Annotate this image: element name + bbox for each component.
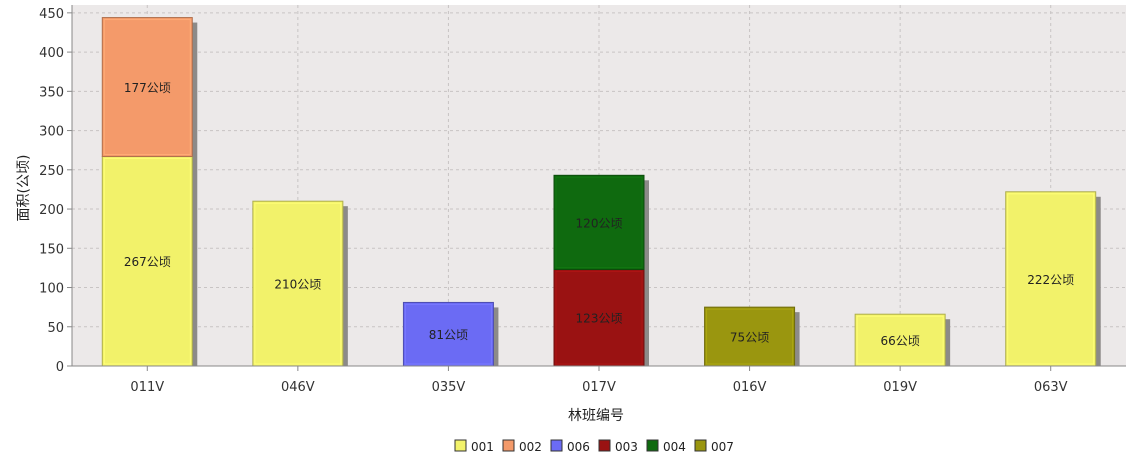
y-tick-label: 50: [47, 321, 64, 336]
bar-highlight: [555, 176, 643, 268]
bar-segment-017V-003: [553, 268, 645, 367]
bar-value-label: 66公顷: [881, 334, 920, 348]
bar-value-label: 267公顷: [124, 255, 171, 269]
legend-label: 004: [663, 440, 686, 454]
x-tick-label: 035V: [432, 380, 466, 395]
legend-swatch-004: [646, 439, 659, 452]
x-tick-label: 016V: [733, 380, 767, 395]
y-tick-label: 0: [56, 360, 64, 375]
bar-highlight: [555, 270, 643, 365]
y-axis-label: 面积(公顷): [16, 155, 32, 222]
y-tick-label: 450: [39, 7, 64, 22]
bar-highlight: [103, 19, 191, 155]
bar-highlight: [103, 157, 191, 365]
bar-segment-035V-006: [402, 301, 494, 367]
bar-value-label: 75公顷: [730, 331, 769, 345]
bar-value-label: 177公顷: [124, 81, 171, 95]
legend-swatch-002: [502, 439, 515, 452]
legend-swatch-001: [454, 439, 467, 452]
bar-segment-046V-001: [252, 200, 344, 367]
bar-highlight: [404, 303, 492, 365]
bar-value-label: 210公顷: [274, 278, 321, 292]
bar-segment-016V-007: [704, 306, 796, 367]
bar-highlight: [706, 308, 794, 365]
legend-swatch-003: [598, 439, 611, 452]
bar-highlight: [1007, 193, 1095, 365]
x-tick-label: 011V: [130, 380, 164, 395]
legend-label: 006: [567, 440, 590, 454]
bar-value-label: 81公顷: [429, 328, 468, 342]
x-axis-label: 林班编号: [568, 408, 624, 424]
legend: 001 002 006 003 004 007: [454, 439, 734, 454]
bar-highlight: [254, 202, 342, 365]
legend-label: 003: [615, 440, 638, 454]
bar-segment-019V-001: [854, 313, 946, 367]
x-tick-label: 046V: [281, 380, 315, 395]
y-tick-label: 150: [39, 242, 64, 257]
y-tick-label: 400: [39, 46, 64, 61]
x-tick-label: 063V: [1034, 380, 1068, 395]
bar-highlight: [856, 315, 944, 365]
y-tick-label: 300: [39, 125, 64, 140]
y-tick-label: 350: [39, 85, 64, 100]
bar-value-label: 123公顷: [576, 312, 623, 326]
legend-label: 007: [711, 440, 734, 454]
legend-label: 001: [471, 440, 494, 454]
y-tick-label: 200: [39, 203, 64, 218]
y-tick-label: 250: [39, 164, 64, 179]
x-tick-label: 017V: [582, 380, 616, 395]
bar-segment-063V-001: [1005, 191, 1097, 367]
bar-value-label: 222公顷: [1027, 273, 1074, 287]
legend-swatch-006: [550, 439, 563, 452]
x-tick-label: 019V: [883, 380, 917, 395]
bar-segment-017V-004: [553, 174, 645, 270]
legend-label: 002: [519, 440, 542, 454]
y-tick-label: 100: [39, 282, 64, 297]
legend-swatch-007: [694, 439, 707, 452]
bar-segment-011V-002: [101, 17, 193, 157]
bar-value-label: 120公顷: [576, 216, 623, 230]
